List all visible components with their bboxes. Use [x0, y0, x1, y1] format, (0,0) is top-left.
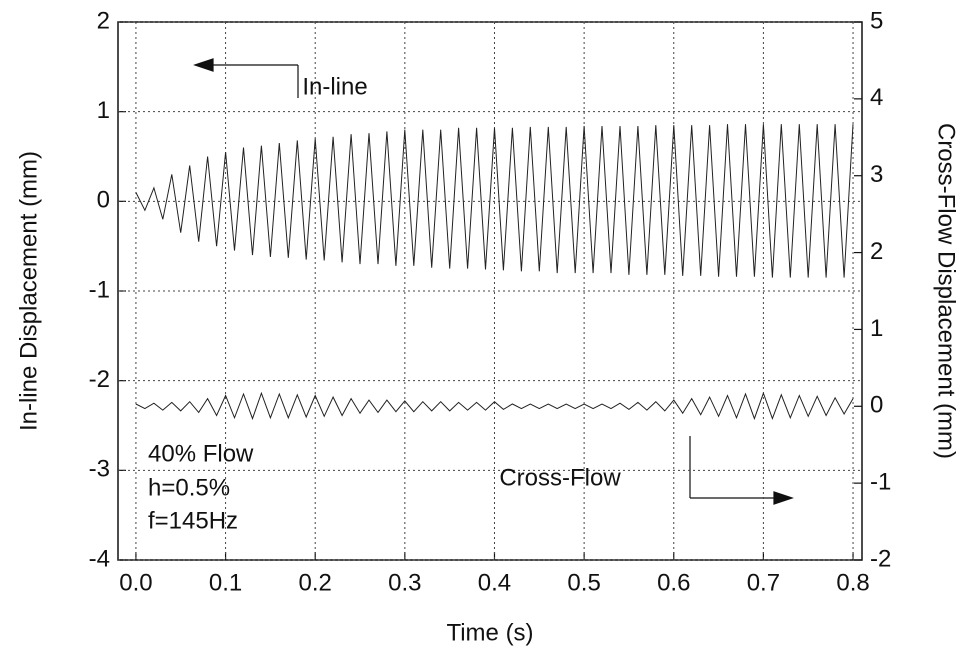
y2-tick-label: 0	[870, 392, 883, 419]
x-tick-label: 0.8	[836, 569, 869, 596]
y2-tick-label: -2	[870, 545, 891, 572]
y2-axis-title: Cross-Flow Displacement (mm)	[933, 123, 960, 459]
y2-tick-label: 5	[870, 7, 883, 34]
annotation: In-line	[302, 73, 367, 100]
annotation: f=145Hz	[148, 507, 238, 534]
annotation: h=0.5%	[148, 474, 230, 501]
annotation: 40% Flow	[148, 440, 254, 467]
x-tick-label: 0.0	[119, 569, 152, 596]
x-tick-label: 0.1	[209, 569, 242, 596]
in-line-arrow	[193, 58, 299, 98]
y2-tick-label: 3	[870, 161, 883, 188]
y2-tick-label: 1	[870, 315, 883, 342]
y2-tick-label: 2	[870, 238, 883, 265]
y-tick-label: 2	[97, 7, 110, 34]
y2-tick-label: -1	[870, 468, 891, 495]
cross-flow-arrow	[689, 436, 794, 505]
x-tick-label: 0.4	[478, 569, 511, 596]
y-tick-label: 1	[97, 97, 110, 124]
y2-tick-label: 4	[870, 84, 883, 111]
y-tick-label: -1	[89, 276, 110, 303]
y-tick-label: 0	[97, 187, 110, 214]
annotation: Cross-Flow	[499, 464, 621, 491]
y-tick-label: -4	[89, 545, 110, 572]
series-line	[135, 124, 854, 278]
y-tick-label: -2	[89, 366, 110, 393]
x-tick-label: 0.7	[747, 569, 780, 596]
x-axis-title: Time (s)	[446, 619, 533, 646]
series-line	[135, 391, 854, 421]
x-tick-label: 0.6	[657, 569, 690, 596]
y-axis-title: In-line Displacement (mm)	[15, 151, 42, 431]
x-tick-label: 0.2	[299, 569, 332, 596]
y-tick-label: -3	[89, 456, 110, 483]
x-tick-label: 0.3	[388, 569, 421, 596]
x-tick-label: 0.5	[567, 569, 600, 596]
